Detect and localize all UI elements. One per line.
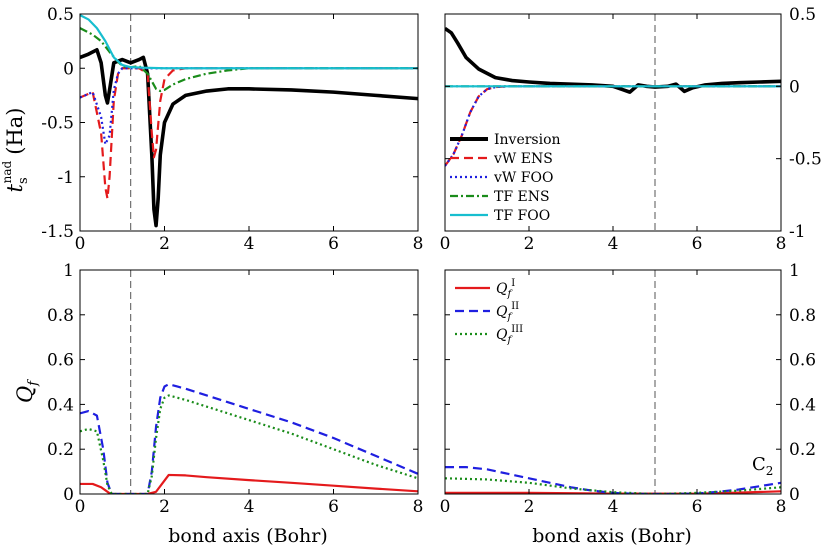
series-line-tf-foo xyxy=(80,14,418,70)
x-tick-label: 6 xyxy=(328,234,339,254)
ylabel-main: t xyxy=(3,183,27,192)
bottom-left-xlabel: bond axis (Bohr) xyxy=(168,525,328,547)
y-tick-label: 0.2 xyxy=(789,440,816,460)
legend-label-inversion: Inversion xyxy=(494,132,561,148)
legend-qf2-sup: II xyxy=(511,301,519,312)
x-tick-label: 4 xyxy=(244,497,255,517)
x-tick-label: 6 xyxy=(692,497,703,517)
ylabel-sub: s xyxy=(16,177,31,184)
y-tick-label: -0.5 xyxy=(41,114,74,134)
annotation-main: C xyxy=(752,454,766,475)
series-line-vw-ens xyxy=(80,67,418,200)
y-tick-label: 0.2 xyxy=(47,440,74,460)
annotation-sub: 2 xyxy=(766,464,774,478)
y-tick-label: 0.4 xyxy=(789,395,816,415)
legend-label-tf-ens: TF ENS xyxy=(494,189,550,205)
x-tick-label: 8 xyxy=(776,497,787,517)
bottom-left-panel: 0 2 4 6 8 1 0.8 0.6 0.4 0.2 0 xyxy=(47,261,423,517)
legend-qf1-sub: f xyxy=(506,289,513,300)
bottom-right-panel: 0 2 4 6 8 1 0.8 0.6 0.4 0.2 0 xyxy=(440,261,816,517)
ylabel-q-sub: f xyxy=(26,379,41,387)
x-tick-label: 0 xyxy=(75,497,86,517)
legend-qf2-sub: f xyxy=(506,312,513,323)
y-tick-label: -1 xyxy=(57,168,74,188)
x-tick-label: 0 xyxy=(75,234,86,254)
svg-text:tsnad(Ha): tsnad (Ha) xyxy=(0,108,31,193)
bottom-left-ylabel: Qf xyxy=(13,379,41,403)
x-tick-label: 8 xyxy=(776,234,787,254)
ylabel-unit: (Ha) xyxy=(3,108,27,155)
ylabel-sup: nad xyxy=(0,160,14,183)
y-tick-label: 0.5 xyxy=(789,5,816,25)
legend-bottom: QfI QfII QfIII xyxy=(455,278,523,346)
y-tick-label: 0 xyxy=(789,77,800,97)
molecule-annotation: C2 xyxy=(752,454,773,478)
series-line-q-f-iii xyxy=(80,394,418,494)
ylabel-q-main: Q xyxy=(13,386,37,403)
x-tick-label: 4 xyxy=(244,234,255,254)
legend-qf2-main: Q xyxy=(496,304,508,320)
y-tick-label: 0 xyxy=(63,59,74,79)
legend-label-vw-foo: vW FOO xyxy=(493,170,553,186)
y-tick-label: -0.5 xyxy=(789,150,822,170)
x-tick-label: 4 xyxy=(608,234,619,254)
x-tick-label: 6 xyxy=(328,497,339,517)
y-tick-label: -1.5 xyxy=(41,222,74,242)
legend-label-qf2: QfII xyxy=(496,301,519,323)
x-tick-label: 8 xyxy=(413,497,424,517)
top-left-panel: 0 2 4 6 8 0.5 0 -0.5 -1 -1.5 xyxy=(41,5,423,254)
y-tick-label: 1 xyxy=(63,261,74,281)
y-tick-label: 0.5 xyxy=(47,5,74,25)
legend-qf1-main: Q xyxy=(496,281,508,297)
top-right-panel: 0 2 4 6 8 0.5 0 -0.5 -1 xyxy=(440,5,822,254)
legend-label-qf1: QfI xyxy=(496,278,515,300)
legend-label-qf3: QfIII xyxy=(496,324,523,346)
svg-text:Qf: Qf xyxy=(13,379,41,403)
x-tick-label: 8 xyxy=(413,234,424,254)
y-tick-label: 0.6 xyxy=(789,351,816,371)
y-tick-label: 0.8 xyxy=(789,306,816,326)
bottom-right-xlabel: bond axis (Bohr) xyxy=(532,525,692,547)
series-line-q-f-iii xyxy=(445,477,781,494)
y-tick-label: -1 xyxy=(789,222,806,242)
y-tick-label: 1 xyxy=(789,261,800,281)
series-line-q-f-ii xyxy=(80,383,418,494)
legend-top: Inversion vW ENS vW FOO TF ENS TF FOO xyxy=(450,132,561,224)
y-tick-label: 0.4 xyxy=(47,395,74,415)
y-tick-label: 0 xyxy=(789,485,800,505)
x-tick-label: 6 xyxy=(692,234,703,254)
x-tick-label: 4 xyxy=(608,497,619,517)
x-tick-label: 2 xyxy=(159,497,170,517)
x-tick-label: 2 xyxy=(159,234,170,254)
y-tick-label: 0.8 xyxy=(47,306,74,326)
legend-label-vw-ens: vW ENS xyxy=(493,151,553,167)
legend-label-tf-foo: TF FOO xyxy=(494,208,550,224)
top-left-ylabel: tsnad (Ha) xyxy=(0,108,31,193)
y-tick-label: 0.6 xyxy=(47,351,74,371)
legend-qf3-sub: f xyxy=(506,335,513,346)
series-line-tf-ens xyxy=(80,27,418,93)
x-tick-label: 0 xyxy=(440,234,451,254)
y-tick-label: 0 xyxy=(63,485,74,505)
series-line-q-f-i xyxy=(80,473,418,494)
legend-qf1-sup: I xyxy=(511,278,515,289)
legend-qf3-sup: III xyxy=(511,324,523,335)
x-tick-label: 2 xyxy=(524,234,535,254)
x-tick-label: 2 xyxy=(524,497,535,517)
legend-qf3-main: Q xyxy=(496,327,508,343)
series-line-inversion xyxy=(80,48,418,228)
x-tick-label: 0 xyxy=(440,497,451,517)
